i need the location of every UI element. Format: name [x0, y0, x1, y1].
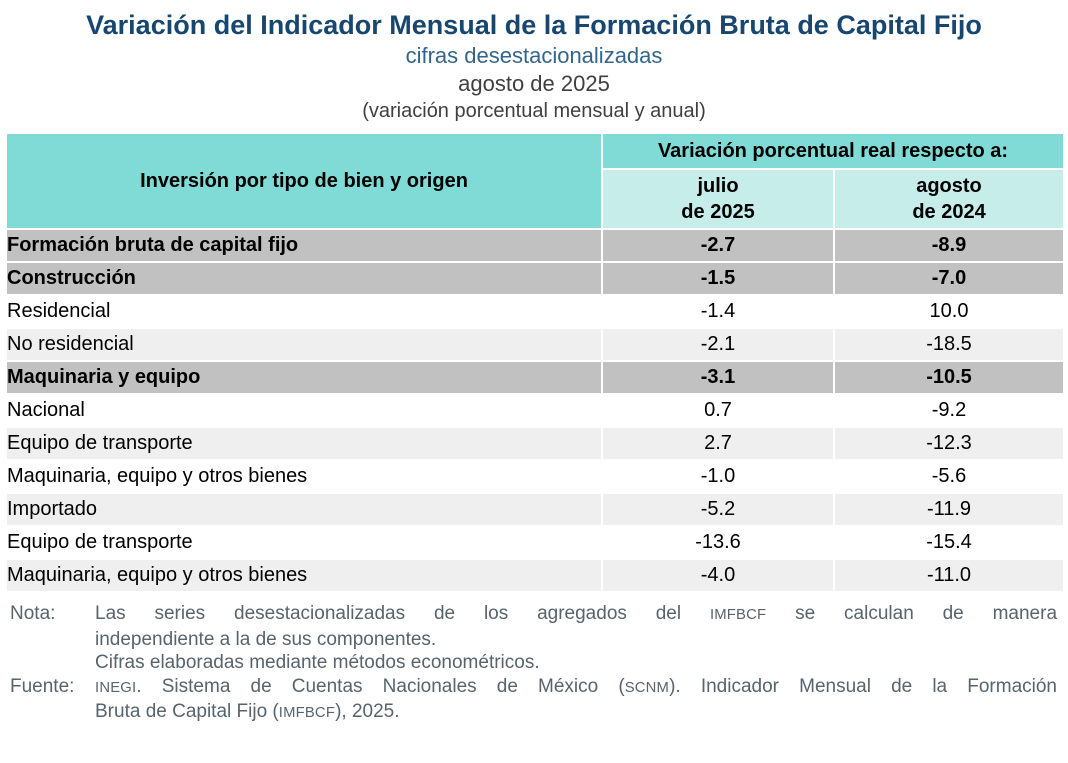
- value-cell: -12.3: [832, 426, 1066, 461]
- text-segment: se calculan de manera: [766, 603, 1058, 624]
- table-row: Construcción -1.5 -7.0: [5, 261, 1066, 296]
- value-cell: -1.5: [601, 261, 835, 296]
- value-cell: -1.0: [601, 459, 835, 494]
- subtitle-series-type: cifras desestacionalizadas: [405, 43, 663, 68]
- acronym: INEGI: [95, 679, 137, 696]
- value-cell: -10.5: [832, 360, 1066, 395]
- value-cell: -5.6: [832, 459, 1066, 494]
- row-label: Nacional: [5, 393, 603, 428]
- text-segment: Bruta de Capital Fijo (: [95, 701, 279, 722]
- footnote-label: Nota:: [10, 603, 56, 624]
- value-cell: -11.0: [832, 558, 1066, 593]
- footnote-label: [10, 651, 95, 675]
- column-header-year: de 2025: [681, 201, 755, 223]
- column-header-year: de 2024: [912, 201, 986, 223]
- text-segment: independiente a la de sus componentes.: [95, 628, 437, 650]
- footnotes: Nota: Las series desestacionalizadas de l…: [10, 602, 1057, 726]
- row-label: Maquinaria, equipo y otros bienes: [5, 558, 603, 593]
- text-segment: Las series desestacionalizadas de los ag…: [95, 603, 710, 624]
- footnote: Cifras elaboradas mediante métodos econo…: [10, 651, 1057, 675]
- value-cell: -2.7: [601, 228, 835, 263]
- report-header: Variación del Indicador Mensual de la Fo…: [0, 0, 1068, 124]
- acronym: IMFBCF: [709, 607, 767, 623]
- comparison-period-header-row: julio de 2025 agosto de 2024: [6, 168, 1066, 230]
- table-row: Maquinaria, equipo y otros bienes -1.0 -5.…: [5, 459, 1066, 494]
- footnote-line: Cifras elaboradas mediante métodos econo…: [95, 651, 1057, 675]
- fbcf-variation-table: Inversión por tipo de bien y origen Vari…: [5, 132, 1066, 593]
- table-row: Maquinaria, equipo y otros bienes -4.0 -11…: [5, 558, 1066, 593]
- reference-period: agosto de 2025: [458, 71, 610, 96]
- text-segment: ), 2025.: [335, 701, 400, 722]
- column-header: agosto de 2024: [832, 168, 1066, 230]
- column-header-month: julio: [697, 175, 739, 197]
- row-label: Equipo de transporte: [5, 525, 603, 560]
- row-label: Importado: [5, 492, 603, 527]
- page-title: Variación del Indicador Mensual de la Fo…: [86, 10, 982, 40]
- table-row: Equipo de transporte -13.6 -15.4: [5, 525, 1066, 560]
- value-cell: 2.7: [601, 426, 835, 461]
- row-dimension-header: Inversión por tipo de bien y origen: [5, 132, 603, 230]
- footnote-text: INEGI. Sistema de Cuentas Nacionales de …: [95, 675, 1057, 726]
- text-segment: . Sistema de Cuentas Nacionales de Méxic…: [136, 675, 625, 697]
- row-label: No residencial: [5, 327, 603, 362]
- value-cell: -8.9: [832, 228, 1066, 263]
- table-row: Nacional 0.7 -9.2: [5, 393, 1066, 428]
- text-segment: ). Indicador Mensual de la Formación: [669, 675, 1057, 697]
- row-label: Formación bruta de capital fijo: [5, 228, 603, 263]
- acronym: IMFBCF: [278, 705, 336, 721]
- footnote-line: Bruta de Capital Fijo (IMFBCF), 2025.: [95, 700, 1057, 726]
- value-cell: -15.4: [832, 525, 1066, 560]
- footnote-text: Las series desestacionalizadas de los ag…: [95, 602, 1057, 651]
- row-label: Maquinaria y equipo: [5, 360, 603, 395]
- value-cell: -7.0: [832, 261, 1066, 296]
- value-cell: -18.5: [832, 327, 1066, 362]
- column-header: julio de 2025: [601, 168, 835, 230]
- value-cell: -11.9: [832, 492, 1066, 527]
- row-label: Construcción: [5, 261, 603, 296]
- table-row: Importado -5.2 -11.9: [5, 492, 1066, 527]
- row-label: Maquinaria, equipo y otros bienes: [5, 459, 603, 494]
- value-cell: 0.7: [601, 393, 835, 428]
- column-header-month: agosto: [916, 175, 982, 197]
- value-cell: 10.0: [832, 294, 1066, 329]
- value-cell: -9.2: [832, 393, 1066, 428]
- value-cell: -3.1: [601, 360, 835, 395]
- table-row: Residencial -1.4 10.0: [5, 294, 1066, 329]
- column-group-header: Variación porcentual real respecto a:: [600, 132, 1066, 170]
- value-cell: -2.1: [601, 327, 835, 362]
- table-row: Formación bruta de capital fijo -2.7 -8.9: [5, 228, 1066, 263]
- measure-note: (variación porcentual mensual y anual): [362, 100, 706, 122]
- value-cell: -5.2: [601, 492, 835, 527]
- table-row: Maquinaria y equipo -3.1 -10.5: [5, 360, 1066, 395]
- value-cell: -1.4: [601, 294, 835, 329]
- footnote: Fuente: INEGI. Sistema de Cuentas Naciona…: [10, 675, 1057, 726]
- footnote-line: independiente a la de sus componentes.: [95, 628, 1057, 652]
- table-row: No residencial -2.1 -18.5: [5, 327, 1066, 362]
- row-label: Residencial: [5, 294, 603, 329]
- value-cell: -13.6: [601, 525, 835, 560]
- text-segment: Cifras elaboradas mediante métodos econo…: [95, 652, 540, 673]
- footnote-line: Las series desestacionalizadas de los ag…: [95, 602, 1057, 628]
- table-row: Equipo de transporte 2.7 -12.3: [5, 426, 1066, 461]
- footnote-line: INEGI. Sistema de Cuentas Nacionales de …: [95, 675, 1057, 701]
- footnote: Nota: Las series desestacionalizadas de l…: [10, 602, 1057, 651]
- acronym: SCNM: [624, 679, 670, 696]
- row-label: Equipo de transporte: [5, 426, 603, 461]
- footnote-label: Fuente:: [10, 675, 75, 697]
- footnote-text: Cifras elaboradas mediante métodos econo…: [95, 651, 1057, 675]
- value-cell: -4.0: [601, 558, 835, 593]
